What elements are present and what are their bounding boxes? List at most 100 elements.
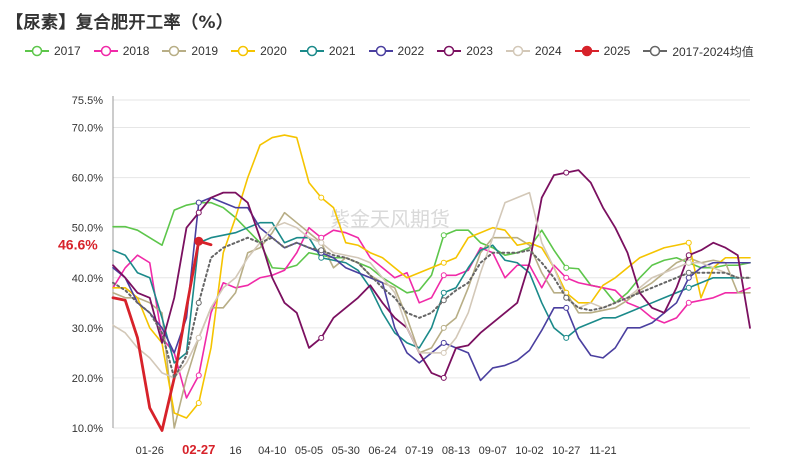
y-tick-label: 10.0% (72, 423, 103, 435)
series-point-2020 (318, 194, 325, 201)
legend-label: 2021 (328, 44, 356, 58)
series-point-2020 (685, 239, 692, 246)
y-tick-label: 70.0% (72, 123, 103, 135)
series-line-2019 (112, 211, 751, 429)
series-point-2022 (195, 199, 202, 206)
series-point-2023 (318, 334, 325, 341)
legend-item[interactable]: 2022 (368, 44, 425, 58)
series-line-2020 (112, 134, 751, 419)
series-point-2018 (563, 274, 570, 281)
series-point-2025 (194, 236, 204, 246)
legend-label: 2022 (397, 44, 425, 58)
x-tick-label: 05-05 (295, 445, 323, 457)
y-tick-label: 20.0% (72, 373, 103, 385)
series-point-2021 (563, 334, 570, 341)
legend-item[interactable]: 2021 (299, 44, 356, 58)
x-tick-label: 09-07 (479, 445, 507, 457)
x-tick-label: 10-02 (515, 445, 543, 457)
series-point-2017 (440, 232, 447, 239)
series-point-2021 (318, 254, 325, 261)
series-point-2023 (685, 252, 692, 259)
series-point-2017-2024均值 (563, 294, 570, 301)
series-point-2020 (195, 399, 202, 406)
series-point-2018 (685, 299, 692, 306)
legend-marker-icon (643, 45, 668, 57)
x-tick-label: 08-13 (442, 445, 470, 457)
series-point-2023 (440, 374, 447, 381)
series-point-2017-2024均值 (685, 269, 692, 276)
series-point-2024 (440, 349, 447, 356)
legend-label: 2020 (260, 44, 287, 58)
series-point-2024 (685, 259, 692, 266)
x-tick-label: 16 (229, 445, 241, 457)
legend-item[interactable]: 2020 (230, 44, 287, 58)
series-point-2022 (563, 304, 570, 311)
series-point-2017-2024均值 (318, 247, 325, 254)
x-tick-label: 01-26 (136, 445, 164, 457)
series-point-2019 (440, 324, 447, 331)
x-tick-label: 04-10 (258, 445, 286, 457)
legend-label: 2025 (603, 44, 631, 58)
series-line-2018 (112, 226, 751, 399)
y-tick-label: 50.0% (72, 223, 103, 235)
chart-legend: 2017 2018 2019 2020 2021 2022 2023 2024 2025 2017… (24, 43, 766, 59)
highlight-value-label: 46.6% (58, 237, 98, 253)
chart-title: 【尿素】复合肥开工率（%） (6, 13, 234, 33)
x-tick-label: 05-30 (332, 445, 360, 457)
series-point-2017 (563, 264, 570, 271)
x-tick-label: 07-19 (405, 445, 433, 457)
series-point-2023 (563, 169, 570, 176)
legend-item[interactable]: 2017-2024均值 (642, 43, 754, 60)
y-tick-label: 75.5% (72, 95, 103, 107)
legend-label: 2024 (534, 44, 562, 58)
legend-marker-icon (368, 45, 393, 57)
legend-item[interactable]: 2017 (24, 44, 81, 58)
series-line-2021 (112, 221, 751, 364)
x-tick-label: 10-27 (552, 445, 580, 457)
legend-label: 2023 (466, 44, 493, 58)
series-point-2020 (440, 259, 447, 266)
legend-label: 2018 (122, 44, 150, 58)
legend-marker-icon (231, 45, 256, 57)
y-tick-label: 30.0% (72, 323, 103, 335)
legend-item[interactable]: 2019 (161, 44, 218, 58)
series-line-2017-2024均值 (112, 236, 751, 379)
legend-label: 2017 (54, 44, 81, 58)
legend-label: 2019 (191, 44, 219, 58)
series-point-2018 (195, 372, 202, 379)
series-point-2017-2024均值 (440, 297, 447, 304)
legend-item[interactable]: 2024 (505, 44, 562, 58)
series-point-2023 (195, 209, 202, 216)
series-point-2018 (318, 234, 325, 241)
series-point-2018 (440, 272, 447, 279)
legend-marker-icon (505, 45, 530, 57)
series-point-2021 (685, 284, 692, 291)
series-line-2024 (112, 191, 751, 379)
x-tick-label: 06-24 (368, 445, 396, 457)
legend-label: 2017-2024均值 (672, 44, 754, 59)
legend-marker-icon (437, 45, 462, 57)
series-line-2017 (112, 201, 751, 304)
series-line-2023 (112, 169, 751, 379)
series-point-2024 (195, 334, 202, 341)
x-tick-label: 11-21 (589, 445, 616, 457)
legend-item[interactable]: 2018 (93, 44, 150, 58)
legend-marker-icon (25, 45, 49, 57)
y-tick-label: 60.0% (72, 173, 103, 185)
legend-item[interactable]: 2025 (574, 44, 631, 58)
legend-item[interactable]: 2023 (436, 44, 493, 58)
y-tick-label: 40.0% (72, 273, 103, 285)
series-point-2022 (440, 339, 447, 346)
watermark: 紫金天风期货 (330, 207, 450, 231)
legend-marker-icon (162, 45, 187, 57)
series-line-2025 (111, 239, 213, 432)
legend-marker-icon (93, 45, 118, 57)
x-tick-label-highlight: 02-27 (182, 442, 215, 457)
series-point-2017-2024均值 (195, 299, 202, 306)
legend-marker-icon (574, 45, 599, 57)
series-point-2024 (318, 239, 325, 246)
series-point-2022 (685, 274, 692, 281)
legend-marker-icon (299, 45, 324, 57)
series-point-2021 (440, 289, 447, 296)
